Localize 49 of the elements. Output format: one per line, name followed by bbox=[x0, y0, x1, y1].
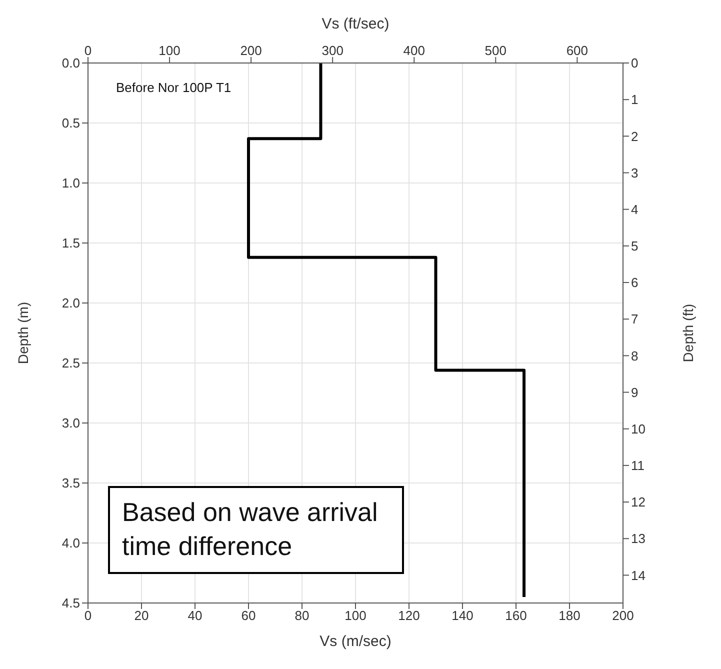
y-tick-label: 0.5 bbox=[62, 116, 80, 131]
annotation: Before Nor 100P T1 bbox=[116, 80, 232, 97]
x2-tick-label: 200 bbox=[240, 43, 262, 58]
x-tick-label: 80 bbox=[294, 608, 310, 624]
y2-tick-label: 11 bbox=[631, 458, 644, 474]
y-tick-label: 4.5 bbox=[62, 596, 80, 611]
y2-axis-title: Depth (ft) bbox=[680, 304, 696, 362]
y2-tick-label: 1 bbox=[631, 92, 638, 108]
y2-tick-label: 0 bbox=[631, 56, 638, 71]
y-tick-label: 2.0 bbox=[62, 296, 80, 311]
x-tick-label: 200 bbox=[612, 608, 634, 624]
y2-tick-label: 14 bbox=[631, 568, 646, 583]
x-tick-label: 0 bbox=[84, 608, 92, 624]
x2-tick-label: 100 bbox=[158, 43, 180, 58]
y2-tick-label: 12 bbox=[631, 494, 646, 510]
x-tick-label: 180 bbox=[558, 608, 580, 624]
x-tick-label: 20 bbox=[134, 608, 149, 624]
y2-tick-label: 13 bbox=[631, 531, 646, 546]
y2-tick-label: 7 bbox=[631, 312, 638, 327]
y-tick-label: 0.0 bbox=[62, 56, 80, 71]
x-tick-label: 120 bbox=[398, 608, 420, 624]
x-tick-label: 40 bbox=[188, 608, 202, 624]
x2-tick-label: 600 bbox=[566, 43, 588, 58]
y2-tick-label: 5 bbox=[631, 238, 638, 254]
x2-tick-label: 400 bbox=[403, 43, 425, 58]
y-tick-label: 3.0 bbox=[62, 416, 80, 431]
y2-tick-label: 6 bbox=[631, 275, 638, 290]
y2-tick-label: 9 bbox=[631, 384, 638, 400]
annotation: Based on wave arrival time difference bbox=[108, 486, 404, 574]
y-tick-label: 4.0 bbox=[62, 536, 80, 551]
x2-tick-label: 300 bbox=[322, 43, 344, 58]
x2-tick-label: 500 bbox=[484, 43, 506, 58]
x-tick-label: 160 bbox=[505, 608, 527, 624]
y-tick-label: 1.5 bbox=[62, 236, 80, 251]
x2-tick-label: 0 bbox=[84, 43, 92, 58]
y-tick-label: 2.5 bbox=[62, 356, 80, 371]
y2-tick-label: 8 bbox=[631, 348, 638, 364]
y2-tick-label: 2 bbox=[631, 128, 638, 144]
x-axis-title: Vs (m/sec) bbox=[320, 633, 392, 650]
y-axis-title: Depth (m) bbox=[14, 302, 31, 364]
x-tick-label: 100 bbox=[344, 608, 366, 624]
y2-tick-label: 3 bbox=[631, 165, 638, 180]
y2-tick-label: 4 bbox=[631, 202, 638, 217]
y-tick-label: 1.0 bbox=[62, 176, 80, 191]
x-tick-label: 60 bbox=[241, 608, 256, 624]
x2-axis-title: Vs (ft/sec) bbox=[322, 16, 390, 33]
y2-tick-label: 10 bbox=[631, 421, 646, 436]
y-tick-label: 3.5 bbox=[62, 476, 80, 491]
x-tick-label: 140 bbox=[452, 608, 474, 624]
